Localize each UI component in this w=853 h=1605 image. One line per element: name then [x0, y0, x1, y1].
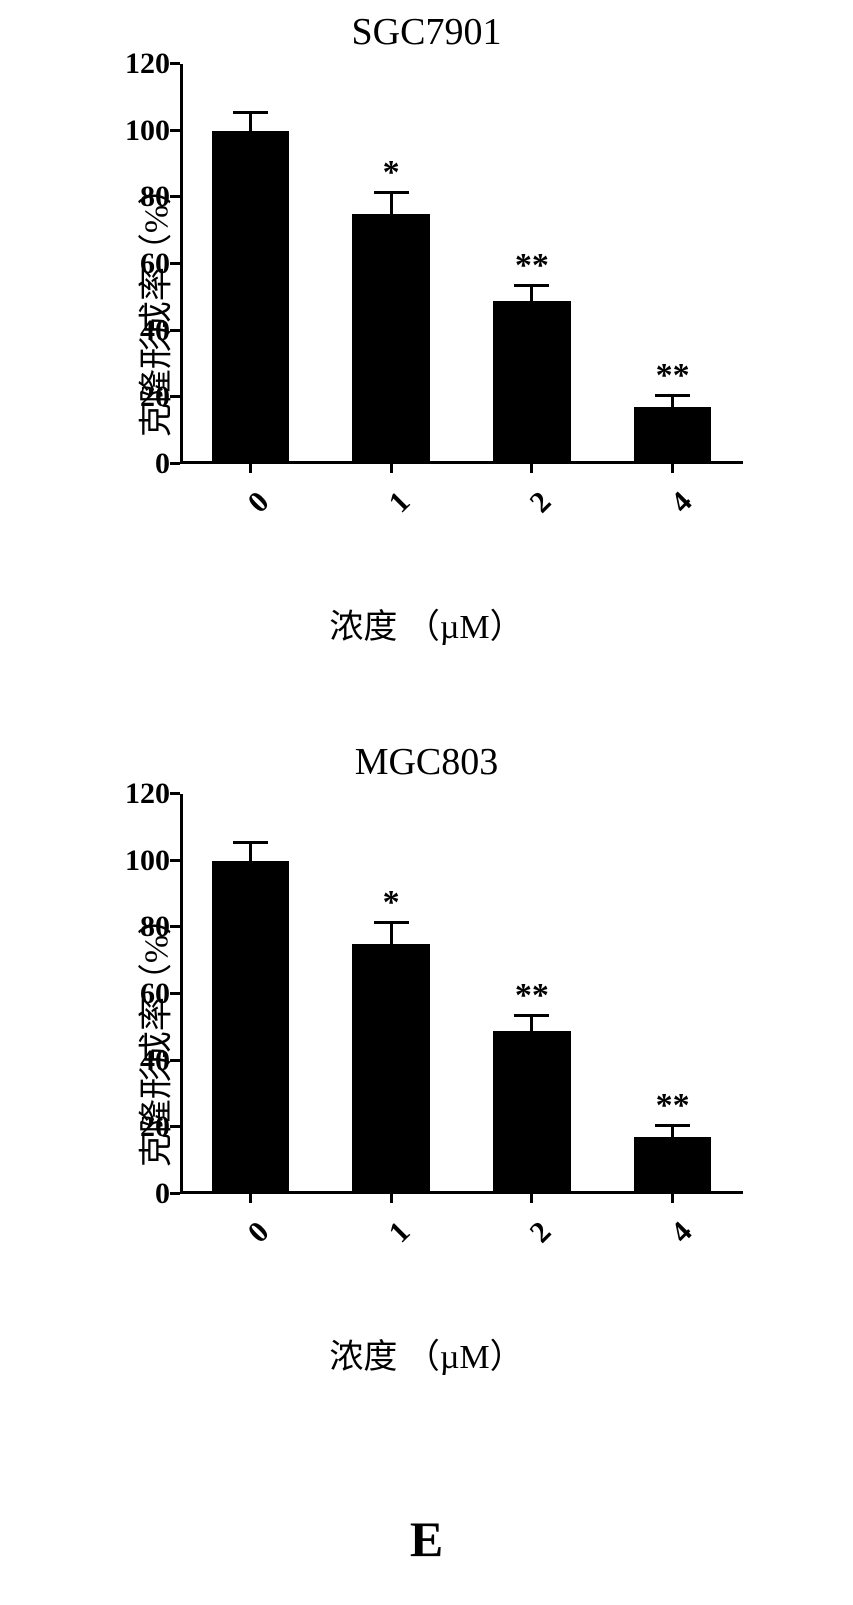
bars-container: 0*1**2**4	[180, 64, 743, 464]
bar	[352, 214, 429, 464]
x-tick-mark	[249, 464, 252, 473]
figure-page: SGC7901 克隆形成率（%） 020406080100120 0*1**2*…	[0, 0, 853, 1605]
y-tick-label: 40	[110, 1044, 170, 1078]
y-tick-label: 100	[110, 114, 170, 148]
x-axis-label: 浓度 （µM）	[70, 1329, 783, 1378]
y-tick-label: 40	[110, 314, 170, 348]
y-tick-mark	[170, 1059, 180, 1062]
bar	[493, 1031, 570, 1194]
y-tick-mark	[170, 462, 180, 465]
x-tick-label: 4	[664, 1215, 699, 1250]
y-tick-mark	[170, 262, 180, 265]
plot-wrap: 克隆形成率（%） 020406080100120 0*1**2**4	[70, 794, 783, 1274]
x-tick-label: 1	[383, 1215, 418, 1250]
significance-marker: *	[383, 154, 400, 192]
figure-letter: E	[0, 1510, 853, 1568]
y-tick-mark	[170, 129, 180, 132]
significance-marker: **	[656, 357, 690, 395]
bar	[352, 944, 429, 1194]
y-tick-label: 60	[110, 977, 170, 1011]
error-bar	[390, 924, 393, 944]
x-tick-label: 4	[664, 485, 699, 520]
error-bar	[249, 844, 252, 861]
x-tick-mark	[390, 1194, 393, 1203]
plot-wrap: 克隆形成率（%） 020406080100120 0*1**2**4	[70, 64, 783, 544]
x-tick-label: 0	[242, 1215, 277, 1250]
x-tick-mark	[530, 1194, 533, 1203]
error-bar	[671, 397, 674, 407]
y-tick-mark	[170, 992, 180, 995]
bar	[493, 301, 570, 464]
chart-title: SGC7901	[70, 10, 783, 54]
x-tick-label: 1	[383, 485, 418, 520]
y-tick-label: 0	[110, 447, 170, 481]
bar	[634, 407, 711, 464]
bars-container: 0*1**2**4	[180, 794, 743, 1194]
error-bar	[249, 114, 252, 131]
x-tick-label: 0	[242, 485, 277, 520]
error-cap	[233, 111, 268, 114]
y-tick-mark	[170, 329, 180, 332]
chart-mgc803: MGC803 克隆形成率（%） 020406080100120 0*1**2**…	[70, 740, 783, 1378]
x-tick-mark	[671, 1194, 674, 1203]
y-tick-label: 60	[110, 247, 170, 281]
y-tick-mark	[170, 62, 180, 65]
y-tick-label: 80	[110, 910, 170, 944]
y-tick-mark	[170, 859, 180, 862]
y-tick-mark	[170, 792, 180, 795]
y-tick-label: 120	[110, 47, 170, 81]
y-tick-label: 20	[110, 1110, 170, 1144]
bar	[212, 131, 289, 464]
x-tick-label: 2	[523, 485, 558, 520]
plot-area: 020406080100120 0*1**2**4	[180, 794, 743, 1194]
error-bar	[671, 1127, 674, 1137]
error-cap	[233, 841, 268, 844]
significance-marker: *	[383, 884, 400, 922]
y-tick-label: 0	[110, 1177, 170, 1211]
y-tick-mark	[170, 195, 180, 198]
y-tick-label: 80	[110, 180, 170, 214]
y-tick-mark	[170, 1125, 180, 1128]
chart-sgc7901: SGC7901 克隆形成率（%） 020406080100120 0*1**2*…	[70, 10, 783, 648]
significance-marker: **	[515, 977, 549, 1015]
bar	[212, 861, 289, 1194]
error-bar	[530, 287, 533, 300]
y-tick-mark	[170, 1192, 180, 1195]
significance-marker: **	[656, 1087, 690, 1125]
y-tick-mark	[170, 395, 180, 398]
x-tick-mark	[249, 1194, 252, 1203]
y-tick-label: 100	[110, 844, 170, 878]
error-bar	[530, 1017, 533, 1030]
y-tick-label: 20	[110, 380, 170, 414]
x-tick-label: 2	[523, 1215, 558, 1250]
x-tick-mark	[390, 464, 393, 473]
bar	[634, 1137, 711, 1194]
x-axis-label: 浓度 （µM）	[70, 599, 783, 648]
significance-marker: **	[515, 247, 549, 285]
y-tick-mark	[170, 925, 180, 928]
x-tick-mark	[671, 464, 674, 473]
error-bar	[390, 194, 393, 214]
chart-title: MGC803	[70, 740, 783, 784]
x-tick-mark	[530, 464, 533, 473]
plot-area: 020406080100120 0*1**2**4	[180, 64, 743, 464]
y-tick-label: 120	[110, 777, 170, 811]
